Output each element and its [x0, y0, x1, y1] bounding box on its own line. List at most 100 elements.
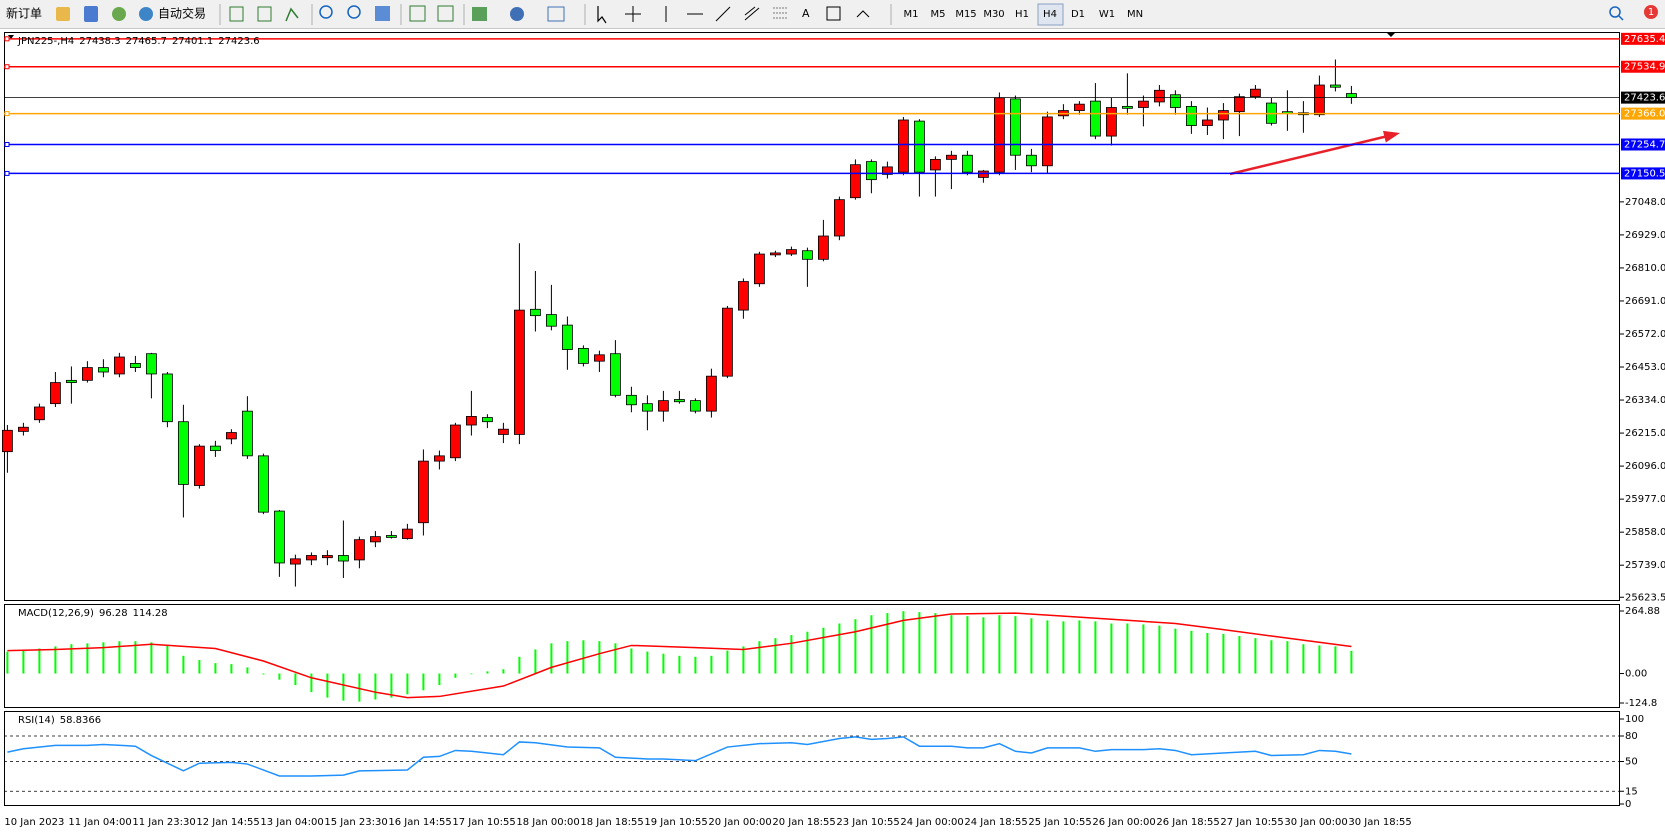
- y-tick-label: 26334.0: [1625, 395, 1665, 406]
- label-tool[interactable]: [826, 6, 841, 21]
- icon[interactable]: [547, 6, 565, 22]
- timeframe-button[interactable]: MN: [1127, 9, 1143, 20]
- channel-tool[interactable]: [744, 6, 760, 21]
- candle-body: [626, 394, 637, 406]
- timeframe-button[interactable]: W1: [1099, 9, 1115, 20]
- x-tick-label: 23 Jan 10:55: [836, 817, 899, 828]
- timeframe-button[interactable]: D1: [1071, 9, 1085, 20]
- auto-trading-button[interactable]: 自动交易: [158, 6, 206, 21]
- icon[interactable]: [112, 7, 126, 21]
- candle-body: [161, 373, 173, 423]
- candle-body: [1250, 88, 1261, 98]
- icon[interactable]: [437, 5, 454, 22]
- price-panel-frame: [4, 32, 1620, 601]
- candle-body: [914, 120, 925, 173]
- y-tick-label: 26691.0: [1625, 296, 1665, 307]
- text-tool[interactable]: A: [802, 7, 810, 20]
- icon[interactable]: [375, 6, 390, 21]
- candle-body: [114, 356, 125, 375]
- x-tick-label: 15 Jan 23:30: [324, 817, 387, 828]
- candle-body: [658, 400, 669, 412]
- candle-body: [866, 161, 877, 181]
- timeframe-button[interactable]: M15: [955, 9, 976, 20]
- icon[interactable]: [510, 7, 524, 21]
- candle-body: [34, 406, 45, 421]
- level-handle: [4, 170, 10, 176]
- toolbar: 新订单 自动交易 A M1 M5 M15: [0, 0, 1665, 29]
- zoom-in[interactable]: [319, 5, 333, 19]
- candle-body: [1234, 96, 1245, 113]
- y-tick-label: 15: [1625, 786, 1638, 797]
- candle-body: [754, 253, 765, 285]
- crosshair-tool[interactable]: [625, 6, 641, 22]
- shapes-tool[interactable]: [856, 10, 870, 18]
- x-tick-label: 12 Jan 14:55: [196, 817, 259, 828]
- candle-body: [449, 424, 461, 459]
- header-value: 27438.3: [79, 36, 120, 47]
- search-icon[interactable]: [1609, 6, 1621, 18]
- candle-body: [994, 97, 1005, 173]
- candle-body: [481, 417, 493, 423]
- level-label-bg: [1621, 107, 1665, 120]
- x-tick-label: 13 Jan 04:00: [260, 817, 323, 828]
- candle-body: [818, 235, 829, 260]
- level-label-bg: [1621, 60, 1665, 73]
- candle-body: [1314, 84, 1325, 116]
- y-tick-label: 0: [1625, 799, 1631, 810]
- auto-trading-icon[interactable]: [139, 7, 153, 21]
- icon[interactable]: [229, 6, 244, 22]
- candle-body: [66, 379, 77, 383]
- icon[interactable]: [84, 6, 98, 22]
- icon[interactable]: [257, 6, 272, 22]
- candle-body: [401, 528, 413, 539]
- timeframe-button[interactable]: M5: [931, 9, 946, 20]
- x-tick-label: 18 Jan 18:55: [580, 817, 643, 828]
- icon[interactable]: [472, 7, 487, 21]
- candle-body: [1074, 103, 1085, 111]
- candle-body: [1202, 119, 1213, 126]
- candle-body: [1106, 107, 1117, 137]
- cursor-tool[interactable]: [597, 6, 607, 24]
- x-tick-label: 10 Jan 2023: [4, 817, 64, 828]
- new-order-button[interactable]: 新订单: [6, 6, 42, 21]
- header-value: 27423.6: [218, 36, 259, 47]
- candle-body: [2, 429, 13, 453]
- candle-body: [930, 159, 941, 171]
- candle-body: [465, 416, 477, 426]
- candle-body: [1186, 105, 1197, 126]
- fibo-tool[interactable]: [773, 7, 788, 19]
- candle-body: [337, 555, 349, 562]
- candle-body: [578, 348, 589, 364]
- candle-body: [786, 249, 797, 255]
- header-value: 96.28: [99, 608, 128, 619]
- timeframe-button[interactable]: H1: [1015, 9, 1029, 20]
- candle-body: [209, 445, 221, 451]
- x-tick-label: 11 Jan 04:00: [68, 817, 131, 828]
- candle-body: [98, 367, 109, 373]
- x-tick-label: 30 Jan 00:00: [1284, 817, 1347, 828]
- panel-marker: [8, 35, 14, 39]
- icon[interactable]: [285, 7, 299, 22]
- notification-badge[interactable]: [1644, 5, 1658, 19]
- x-tick-label: 18 Jan 00:00: [516, 817, 579, 828]
- candle-body: [193, 445, 205, 486]
- candle-body: [738, 281, 749, 311]
- timeframe-button[interactable]: M1: [904, 9, 919, 20]
- bid-label: 27423.6: [1624, 93, 1665, 104]
- timeframe-button[interactable]: M30: [983, 9, 1004, 20]
- icon[interactable]: [56, 7, 70, 21]
- candle-body: [642, 403, 653, 412]
- timeframe-button[interactable]: H4: [1043, 9, 1057, 20]
- y-tick-label: 26572.0: [1625, 329, 1665, 340]
- zoom-out[interactable]: [347, 5, 361, 19]
- level-label-bg: [1621, 138, 1665, 151]
- y-tick-label: 26810.0: [1625, 263, 1665, 274]
- trendline-tool[interactable]: [715, 6, 731, 22]
- y-tick-label: 0.00: [1625, 669, 1647, 680]
- candle-body: [497, 428, 509, 435]
- candle-body: [1170, 94, 1181, 108]
- candle-body: [82, 367, 93, 381]
- candle-body: [1154, 89, 1165, 103]
- annotation-arrow: [1229, 134, 1389, 176]
- icon[interactable]: [409, 5, 426, 22]
